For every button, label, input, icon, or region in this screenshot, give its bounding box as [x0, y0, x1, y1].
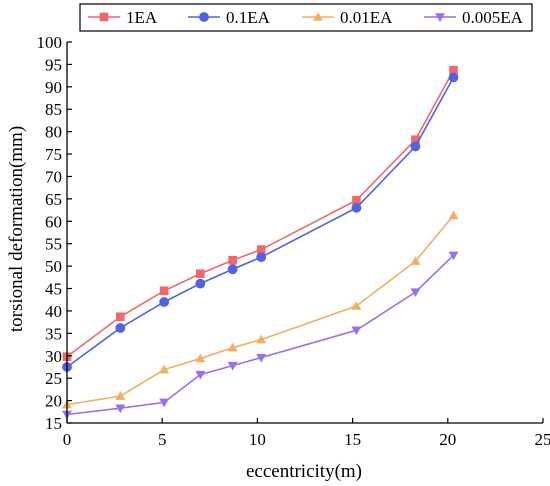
x-tick-label: 15 — [344, 430, 361, 449]
series-0.01EA — [62, 210, 459, 409]
legend-label: 0.005EA — [462, 8, 524, 27]
data-point — [351, 326, 362, 336]
data-point — [159, 398, 170, 408]
data-point — [410, 288, 421, 298]
y-tick-label: 50 — [45, 257, 62, 276]
y-tick-label: 45 — [45, 280, 62, 299]
y-tick-label: 35 — [45, 324, 62, 343]
data-point — [195, 353, 206, 363]
y-tick-label: 60 — [45, 212, 62, 231]
y-tick-label: 30 — [45, 347, 62, 366]
y-tick-label: 65 — [45, 190, 62, 209]
plot-area: 15 20 25 30 35 40 45 50 55 60 65 70 75 80 85 90 95 100 0 5 1… — [37, 33, 550, 449]
data-point — [448, 251, 459, 261]
y-tick-label: 95 — [45, 55, 62, 74]
data-point — [159, 286, 169, 296]
data-point — [449, 65, 458, 75]
y-tick-label: 75 — [45, 145, 62, 164]
y-tick-label: 90 — [45, 78, 62, 97]
x-tick-label: 10 — [249, 430, 266, 449]
legend-marker — [313, 12, 323, 21]
axes-layer: 15 20 25 30 35 40 45 50 55 60 65 70 75 80 85 90 95 100 0 5 1… — [37, 33, 550, 449]
data-point — [227, 361, 238, 371]
legend-entry: 0.01EA — [302, 8, 393, 27]
y-tick-label: 100 — [37, 33, 63, 52]
legend-entry: 0.005EA — [424, 8, 524, 27]
data-point — [351, 301, 362, 310]
data-point — [195, 370, 206, 380]
data-point — [448, 210, 459, 220]
data-point — [195, 278, 206, 289]
y-tick-label: 70 — [45, 167, 62, 186]
data-point — [448, 72, 459, 83]
series-layer — [62, 65, 459, 420]
y-tick-label: 20 — [45, 392, 62, 411]
data-point — [256, 252, 267, 263]
data-point — [410, 141, 421, 152]
data-point — [115, 323, 126, 333]
series-1EA — [62, 65, 458, 361]
y-tick-label: 25 — [45, 369, 62, 388]
data-point — [228, 255, 237, 265]
x-tick-label: 20 — [439, 430, 456, 449]
x-tick-label: 5 — [158, 430, 167, 449]
series-0.1EA — [62, 72, 459, 372]
data-point — [159, 297, 170, 307]
data-point — [227, 264, 238, 275]
x-tick-label: 25 — [535, 430, 550, 449]
legend-marker — [99, 12, 109, 22]
legend: 1EA 0.1EA 0.01EA 0.005EA — [79, 3, 533, 32]
data-point — [352, 195, 361, 205]
series-line — [66, 254, 455, 416]
data-point — [256, 245, 266, 254]
legend-entry: 0.1EA — [188, 8, 271, 27]
x-axis-title: eccentricity(m) — [246, 461, 362, 482]
legend-entry: 1EA — [88, 8, 158, 27]
data-point — [256, 353, 267, 363]
y-tick-label: 55 — [45, 235, 62, 254]
series-line — [66, 214, 455, 406]
data-point — [115, 391, 126, 400]
legend-label: 0.1EA — [226, 8, 271, 27]
y-axis-title: torsional deformation(mm) — [6, 126, 27, 332]
data-point — [115, 404, 126, 414]
x-tick-label: 0 — [63, 430, 72, 449]
data-point — [351, 202, 362, 213]
data-point — [256, 334, 267, 344]
y-tick-label: 85 — [45, 100, 62, 119]
legend-marker — [199, 12, 209, 22]
legend-marker — [435, 13, 445, 22]
legend-label: 0.01EA — [340, 8, 393, 27]
data-point — [410, 256, 421, 265]
y-tick-label: 40 — [45, 302, 62, 321]
data-point — [195, 269, 205, 279]
data-point — [227, 342, 238, 352]
y-tick-label: 80 — [45, 123, 62, 142]
data-point — [411, 135, 420, 145]
data-point — [159, 364, 170, 374]
series-line — [66, 77, 455, 368]
legend-label: 1EA — [126, 8, 158, 27]
series-line — [66, 69, 455, 358]
y-tick-label: 15 — [45, 414, 62, 433]
data-point — [116, 312, 125, 322]
